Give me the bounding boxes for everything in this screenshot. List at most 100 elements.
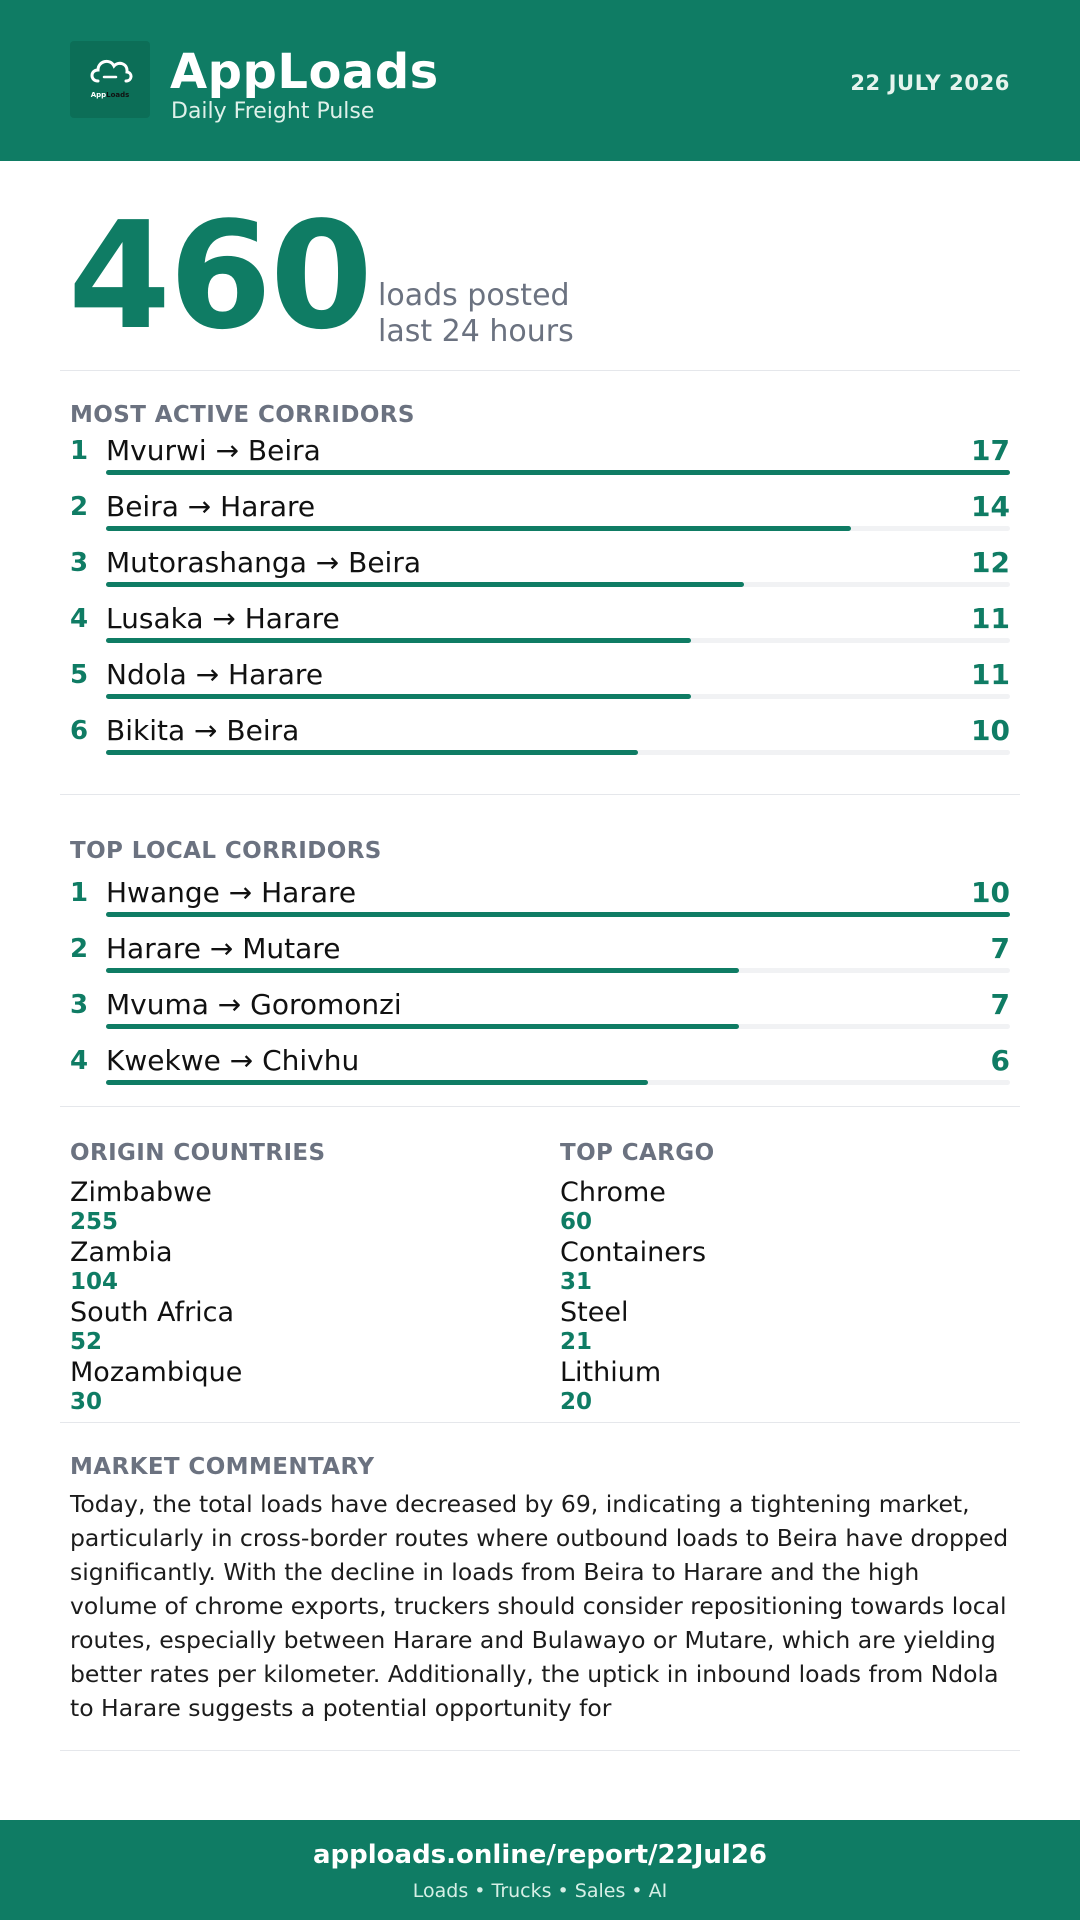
divider (60, 1750, 1020, 1751)
stat-label: Chrome (560, 1177, 666, 1208)
corridor-route: Mvuma → Goromonzi (106, 988, 402, 1021)
corridor-count: 17 (971, 434, 1010, 467)
corridor-route: Beira → Harare (106, 490, 316, 523)
total-loads-label: loads posted last 24 hours (378, 278, 574, 350)
total-loads-count: 460 (68, 190, 373, 362)
logo-wordmark: AppLoads (70, 91, 150, 99)
corridor-count: 7 (990, 988, 1010, 1021)
cloud-truck-icon (90, 59, 133, 83)
corridor-count: 6 (990, 1044, 1010, 1077)
corridor-count: 11 (971, 658, 1010, 691)
corridor-bar-track (106, 1080, 1010, 1085)
divider (60, 1106, 1020, 1107)
corridor-bar-track (106, 582, 1010, 587)
stat-value: 255 (70, 1209, 119, 1235)
corridor-bar-fill (106, 582, 745, 587)
corridor-rank: 6 (70, 716, 89, 746)
market-commentary-text: Today, the total loads have decreased by… (70, 1490, 1009, 1722)
stat-label: Zambia (70, 1237, 173, 1268)
corridor-route: Kwekwe → Chivhu (106, 1044, 360, 1077)
report-date: 22 JULY 2026 (850, 71, 1010, 95)
corridor-route: Ndola → Harare (106, 658, 324, 691)
corridor-row: 2 Harare → Mutare 7 (0, 932, 1080, 990)
corridor-row: 4 Kwekwe → Chivhu 6 (0, 1044, 1080, 1102)
stat-value: 30 (70, 1389, 103, 1415)
corridor-bar-fill (106, 638, 691, 643)
corridor-row: 3 Mutorashanga → Beira 12 (0, 546, 1080, 604)
stat-item: South Africa 52 (70, 1297, 490, 1357)
corridor-row: 3 Mvuma → Goromonzi 7 (0, 988, 1080, 1046)
market-commentary-title: MARKET COMMENTARY (70, 1454, 375, 1480)
corridor-route: Mvurwi → Beira (106, 434, 321, 467)
divider (60, 794, 1020, 795)
corridor-route: Bikita → Beira (106, 714, 300, 747)
corridor-route: Hwange → Harare (106, 876, 357, 909)
corridor-bar-fill (106, 968, 739, 973)
brand-logo: AppLoads (70, 41, 150, 118)
stat-item: Chrome 60 (560, 1177, 980, 1237)
corridor-route: Lusaka → Harare (106, 602, 340, 635)
corridor-row: 2 Beira → Harare 14 (0, 490, 1080, 548)
corridor-bar-fill (106, 526, 851, 531)
footer-tagline: Loads • Trucks • Sales • AI (412, 1880, 668, 1902)
stat-item: Lithium 20 (560, 1357, 980, 1417)
corridor-bar-track (106, 638, 1010, 643)
stat-label: Zimbabwe (70, 1177, 212, 1208)
stat-label: Mozambique (70, 1357, 243, 1388)
logo-wordmark-b: Loads (106, 91, 130, 99)
footer: apploads.online/report/22Jul26 Loads • T… (0, 1820, 1080, 1920)
corridor-bar-fill (106, 1080, 649, 1085)
total-loads-label-line2: last 24 hours (378, 314, 574, 349)
stat-item: Steel 21 (560, 1297, 980, 1357)
corridor-count: 10 (971, 876, 1010, 909)
stat-item: Containers 31 (560, 1237, 980, 1297)
corridor-row: 1 Hwange → Harare 10 (0, 876, 1080, 934)
corridor-bar-fill (106, 750, 638, 755)
corridor-row: 4 Lusaka → Harare 11 (0, 602, 1080, 660)
corridor-row: 6 Bikita → Beira 10 (0, 714, 1080, 772)
stat-item: Mozambique 30 (70, 1357, 490, 1417)
stat-value: 31 (560, 1269, 593, 1295)
corridor-rank: 2 (70, 934, 89, 964)
divider (60, 1422, 1020, 1423)
corridor-bar-fill (106, 1024, 739, 1029)
most-active-title: MOST ACTIVE CORRIDORS (70, 402, 415, 428)
corridor-count: 10 (971, 714, 1010, 747)
stat-item: Zambia 104 (70, 1237, 490, 1297)
corridor-count: 7 (990, 932, 1010, 965)
corridor-bar-track (106, 526, 1010, 531)
corridor-rank: 5 (70, 660, 89, 690)
corridor-rank: 3 (70, 548, 89, 578)
header: AppLoads AppLoads Daily Freight Pulse 22… (0, 0, 1080, 161)
corridor-bar-track (106, 1024, 1010, 1029)
origin-countries-title: ORIGIN COUNTRIES (70, 1140, 326, 1166)
corridor-count: 11 (971, 602, 1010, 635)
top-local-title: TOP LOCAL CORRIDORS (70, 838, 382, 864)
stat-value: 20 (560, 1389, 593, 1415)
corridor-rank: 2 (70, 492, 89, 522)
stat-label: Steel (560, 1297, 629, 1328)
stat-label: Containers (560, 1237, 707, 1268)
corridor-rank: 1 (70, 436, 89, 466)
total-loads-label-line1: loads posted (378, 278, 570, 313)
report-link[interactable]: apploads.online/report/22Jul26 (312, 1840, 768, 1870)
corridor-row: 1 Mvurwi → Beira 17 (0, 434, 1080, 492)
top-cargo-title: TOP CARGO (560, 1140, 715, 1166)
corridor-rank: 3 (70, 990, 89, 1020)
corridor-row: 5 Ndola → Harare 11 (0, 658, 1080, 716)
corridor-rank: 1 (70, 878, 89, 908)
corridor-bar-fill (106, 912, 1010, 917)
corridor-bar-track (106, 470, 1010, 475)
origin-countries-list: Zimbabwe 255 Zambia 104 South Africa 52 Mozamb… (70, 1177, 490, 1417)
stat-value: 104 (70, 1269, 119, 1295)
corridor-route: Mutorashanga → Beira (106, 546, 421, 579)
corridor-bar-track (106, 750, 1010, 755)
brand-subtitle: Daily Freight Pulse (171, 99, 375, 124)
stat-item: Zimbabwe 255 (70, 1177, 490, 1237)
logo-wordmark-a: App (90, 91, 107, 99)
corridor-count: 12 (971, 546, 1010, 579)
corridor-bar-track (106, 912, 1010, 917)
corridor-bar-track (106, 694, 1010, 699)
divider (60, 370, 1020, 371)
stat-value: 60 (560, 1209, 593, 1235)
